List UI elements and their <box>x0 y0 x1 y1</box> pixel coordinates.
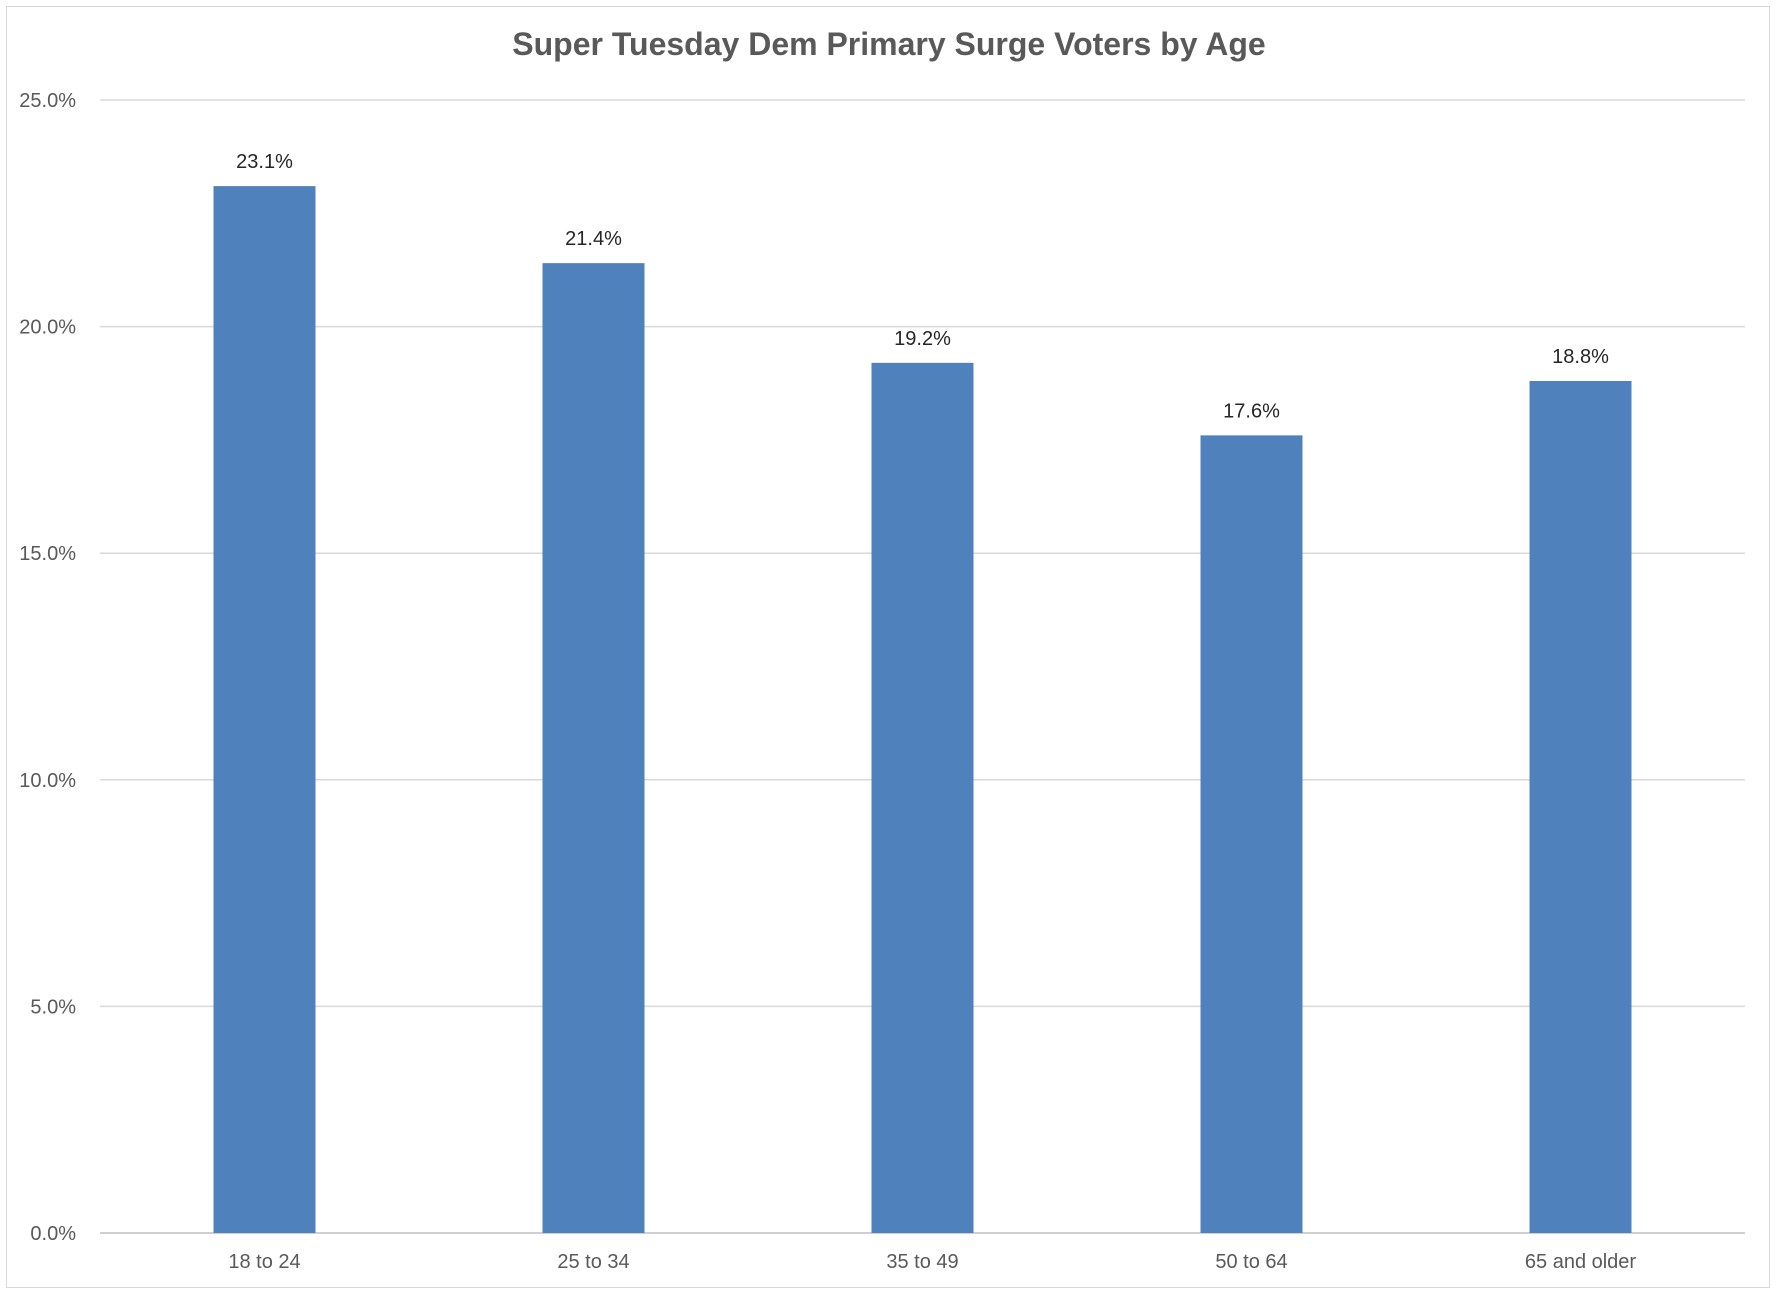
data-label: 18.8% <box>1552 346 1609 368</box>
x-tick-label: 35 to 49 <box>886 1251 958 1273</box>
x-axis-ticks: 18 to 24 25 to 34 35 to 49 50 to 64 65 and o… <box>228 1251 1636 1273</box>
x-tick-label: 18 to 24 <box>228 1251 300 1273</box>
data-label: 17.6% <box>1223 400 1280 422</box>
y-tick-label: 15.0% <box>19 543 76 565</box>
y-axis-ticks: 0.0% 5.0% 10.0% 15.0% 20.0% 25.0% <box>19 90 76 1245</box>
chart-title: Super Tuesday Dem Primary Surge Voters b… <box>512 26 1266 62</box>
x-tick-label: 50 to 64 <box>1215 1251 1287 1273</box>
data-label: 23.1% <box>236 151 293 173</box>
data-labels: 23.1% 21.4% 19.2% 17.6% 18.8% <box>236 151 1609 422</box>
bar <box>871 362 974 1234</box>
bar <box>213 186 316 1233</box>
bar <box>1529 380 1632 1233</box>
y-tick-label: 0.0% <box>30 1223 76 1245</box>
bar <box>542 263 645 1234</box>
data-label: 19.2% <box>894 328 951 350</box>
x-tick-label: 25 to 34 <box>557 1251 629 1273</box>
y-tick-label: 25.0% <box>19 90 76 112</box>
y-tick-label: 10.0% <box>19 770 76 792</box>
y-tick-label: 20.0% <box>19 317 76 339</box>
y-tick-label: 5.0% <box>30 996 76 1018</box>
data-label: 21.4% <box>565 228 622 250</box>
bar <box>1200 435 1303 1233</box>
x-tick-label: 65 and older <box>1525 1251 1637 1273</box>
bars <box>213 186 1632 1234</box>
